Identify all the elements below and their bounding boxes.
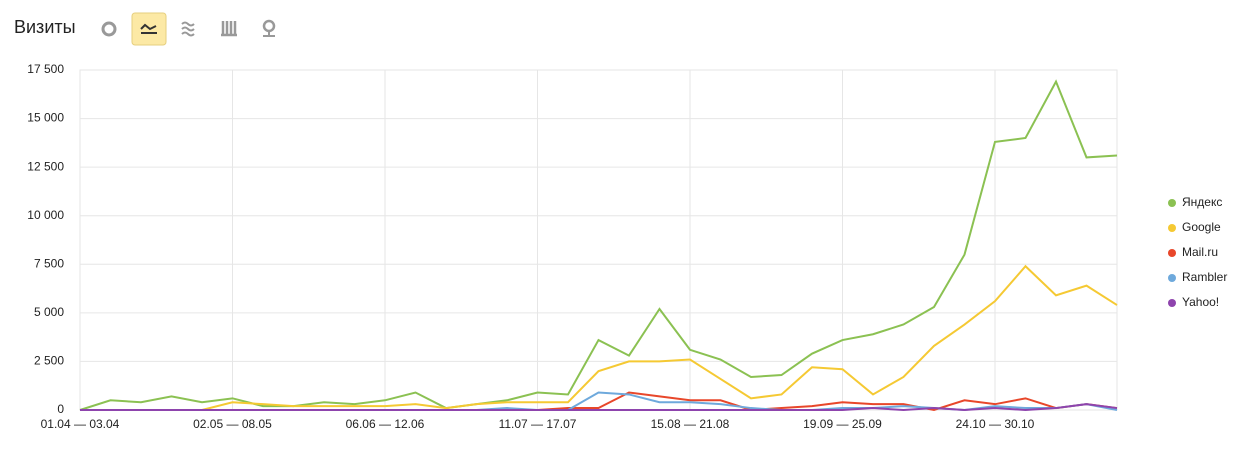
x-tick-label: 19.09 — 25.09 bbox=[803, 417, 882, 431]
legend-marker bbox=[1168, 299, 1176, 307]
y-tick-label: 17 500 bbox=[27, 62, 64, 76]
chart-type-line[interactable] bbox=[131, 12, 167, 46]
legend-marker bbox=[1168, 249, 1176, 257]
y-tick-label: 10 000 bbox=[27, 208, 64, 222]
chart-type-pie[interactable] bbox=[101, 21, 117, 37]
legend-marker bbox=[1168, 274, 1176, 282]
series-line bbox=[80, 403, 1118, 412]
chart-type-area[interactable] bbox=[181, 21, 195, 37]
chart-type-bar[interactable] bbox=[221, 21, 237, 37]
x-tick-label: 15.08 — 21.08 bbox=[651, 417, 730, 431]
legend-label: Rambler bbox=[1182, 270, 1227, 284]
legend-label: Яндекс bbox=[1182, 195, 1222, 209]
y-tick-label: 7 500 bbox=[34, 256, 64, 270]
plot-area bbox=[79, 69, 1118, 411]
y-tick-label: 0 bbox=[57, 402, 64, 416]
y-tick-label: 2 500 bbox=[34, 354, 64, 368]
legend-marker bbox=[1168, 199, 1176, 207]
y-tick-label: 12 500 bbox=[27, 159, 64, 173]
series-line bbox=[80, 391, 1118, 412]
y-tick-label: 15 000 bbox=[27, 111, 64, 125]
y-tick-label: 5 000 bbox=[34, 305, 64, 319]
x-tick-label: 24.10 — 30.10 bbox=[956, 417, 1035, 431]
series-line bbox=[80, 264, 1118, 411]
legend-label: Yahoo! bbox=[1182, 295, 1219, 309]
chart-type-map[interactable] bbox=[262, 19, 276, 37]
legend-label: Google bbox=[1182, 220, 1221, 234]
x-tick-label: 11.07 — 17.07 bbox=[499, 417, 577, 431]
x-tick-label: 02.05 — 08.05 bbox=[193, 417, 272, 431]
x-tick-label: 01.04 — 03.04 bbox=[41, 417, 120, 431]
x-tick-label: 06.06 — 12.06 bbox=[346, 417, 425, 431]
legend-marker bbox=[1168, 224, 1176, 232]
series-line bbox=[79, 79, 1118, 411]
page-title: Визиты bbox=[14, 17, 76, 37]
legend-label: Mail.ru bbox=[1182, 245, 1218, 259]
